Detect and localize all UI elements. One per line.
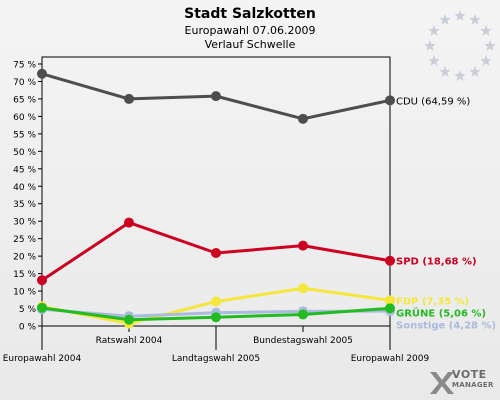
data-point-grne xyxy=(298,309,308,320)
series-end-label-sonstige: Sonstige (4,28 %) xyxy=(396,320,496,331)
data-point-cdu xyxy=(211,91,221,102)
chart-subtitle-2: Verlauf Schwelle xyxy=(204,38,296,51)
x-tick-label: Europawahl 2009 xyxy=(351,354,430,364)
eu-stars-icon xyxy=(424,10,496,81)
star-icon xyxy=(484,40,496,51)
x-tick-label: Landtagswahl 2005 xyxy=(172,354,260,364)
data-point-fdp xyxy=(211,296,221,307)
y-tick-label: 40 % xyxy=(13,183,36,193)
y-tick-label: 30 % xyxy=(13,218,36,228)
y-tick-label: 75 % xyxy=(13,60,36,70)
chart-titles: Stadt Salzkotten Europawahl 07.06.2009 V… xyxy=(0,6,500,52)
star-icon xyxy=(454,10,466,21)
y-tick-label: 50 % xyxy=(13,148,36,158)
data-point-fdp xyxy=(385,295,395,306)
series-end-label-grne: GRÜNE (5,06 %) xyxy=(396,305,486,319)
data-point-grne xyxy=(211,312,221,323)
star-icon xyxy=(480,25,492,36)
y-tick-label: 55 % xyxy=(13,130,36,140)
series-end-label-spd: SPD (18,68 %) xyxy=(396,257,477,268)
vote-manager-logo-icon xyxy=(430,372,454,394)
data-point-cdu xyxy=(385,95,395,106)
series-end-label-cdu: CDU (64,59 %) xyxy=(396,96,470,107)
data-point-grne xyxy=(385,303,395,314)
logo-line2: MANAGER xyxy=(452,381,494,389)
logo-line1: VOTE xyxy=(452,368,487,381)
x-tick-label: Ratswahl 2004 xyxy=(96,336,163,346)
data-point-spd xyxy=(298,240,308,251)
data-point-spd xyxy=(211,247,221,258)
y-tick-label: 15 % xyxy=(13,270,36,280)
data-point-cdu xyxy=(124,93,134,104)
data-point-fdp xyxy=(298,283,308,294)
y-tick-label: 25 % xyxy=(13,235,36,245)
data-point-spd xyxy=(385,255,395,266)
chart-subtitle: Europawahl 07.06.2009 xyxy=(184,24,316,37)
y-tick-label: 60 % xyxy=(13,113,36,123)
star-icon xyxy=(439,14,451,25)
y-tick-label: 10 % xyxy=(13,288,36,298)
data-point-grne xyxy=(124,314,134,325)
x-tick-label: Europawahl 2004 xyxy=(3,354,82,364)
star-icon xyxy=(469,14,481,25)
series-end-label-fdp: FDP (7,35 %) xyxy=(396,296,469,307)
data-point-grne xyxy=(37,302,47,313)
y-tick-label: 0 % xyxy=(19,323,37,333)
x-tick-label: Bundestagswahl 2005 xyxy=(253,336,353,346)
data-point-cdu xyxy=(298,113,308,124)
y-tick-label: 45 % xyxy=(13,165,36,175)
y-tick-label: 5 % xyxy=(19,305,37,315)
y-tick-label: 70 % xyxy=(13,78,36,88)
data-point-spd xyxy=(37,275,47,286)
y-tick-label: 65 % xyxy=(13,95,36,105)
y-tick-label: 20 % xyxy=(13,253,36,263)
data-point-cdu xyxy=(37,68,47,79)
star-icon xyxy=(428,25,440,36)
star-icon xyxy=(428,55,440,66)
star-icon xyxy=(469,66,481,77)
star-icon xyxy=(480,55,492,66)
star-icon xyxy=(439,66,451,77)
data-point-spd xyxy=(124,217,134,228)
y-tick-label: 35 % xyxy=(13,200,36,210)
star-icon xyxy=(424,40,436,51)
chart-title: Stadt Salzkotten xyxy=(184,6,316,22)
star-icon xyxy=(454,70,466,81)
